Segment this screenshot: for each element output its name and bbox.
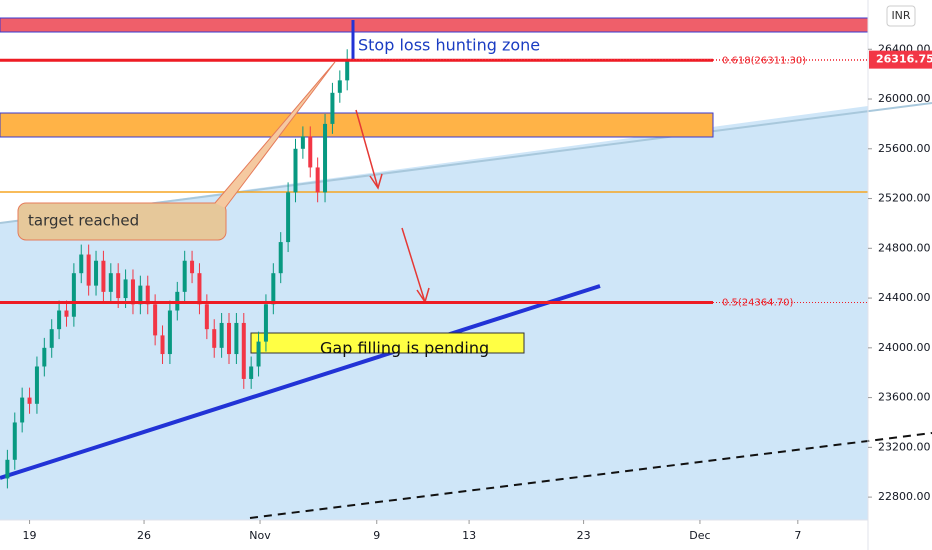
candle-body	[241, 322, 246, 379]
candle-body	[249, 366, 254, 379]
candle-body	[123, 279, 128, 299]
candle-body	[167, 310, 172, 355]
candle-body	[234, 322, 239, 355]
candle-body	[219, 322, 224, 348]
arrow	[355, 109, 383, 190]
candle-body	[79, 254, 84, 274]
candle-body	[86, 254, 91, 286]
candle-body	[300, 136, 305, 149]
candle-body	[330, 92, 335, 124]
x-tick-label: 9	[373, 529, 380, 542]
candle-body	[293, 148, 298, 193]
candle-body	[145, 285, 150, 305]
y-tick-label: 23600.00	[878, 391, 931, 404]
candle-body	[34, 366, 39, 404]
candle-body	[345, 59, 350, 81]
currency: INR	[891, 9, 910, 22]
annotation: Stop loss hunting zone	[358, 36, 540, 55]
candle-body	[337, 80, 342, 93]
candle-body	[12, 422, 17, 460]
callout	[17, 61, 336, 241]
last-price-label: 26316.75	[876, 53, 932, 66]
annotation: target reached	[28, 212, 139, 230]
y-tick-label: 24400.00	[878, 291, 931, 304]
level-label: 0.618(26311.30)	[722, 55, 806, 66]
candle-body	[138, 285, 143, 305]
candle-body	[278, 242, 283, 274]
candle-body	[286, 192, 291, 243]
level-label: 0.5(24364.70)	[722, 297, 794, 308]
y-tick-label: 24800.00	[878, 241, 931, 254]
candle-body	[49, 329, 54, 348]
callout-pointer	[214, 61, 336, 209]
candle-body	[263, 304, 268, 342]
y-tick-label: 25200.00	[878, 192, 931, 205]
candle-body	[204, 304, 209, 330]
currency-badge	[886, 5, 916, 27]
candle-body	[116, 273, 121, 299]
candle-body	[101, 260, 106, 292]
support-line	[0, 284, 601, 480]
x-tick-label: 23	[577, 529, 591, 542]
candle-body	[108, 273, 113, 292]
candle-body	[315, 167, 320, 193]
candle-body	[130, 279, 135, 305]
callout-box	[17, 202, 227, 241]
candle-body	[94, 260, 99, 286]
x-tick-label: Nov	[249, 529, 271, 542]
candle-body	[212, 329, 217, 348]
candle-body	[27, 397, 32, 404]
y-tick-label: 24000.00	[878, 341, 931, 354]
gap-box	[250, 332, 525, 354]
candle-body	[323, 123, 328, 193]
x-tick-label: 19	[23, 529, 37, 542]
supply-zone	[0, 112, 714, 138]
y-tick-label: 25600.00	[878, 142, 931, 155]
candle-body	[153, 304, 158, 336]
y-tick-label: 22800.00	[878, 490, 931, 503]
candle-body	[42, 347, 47, 367]
annotation: Gap filling is pending	[320, 339, 489, 358]
last-price-badge	[869, 50, 932, 69]
candle-body	[227, 322, 232, 355]
candle-body	[256, 341, 261, 367]
x-tick-label: Dec	[689, 529, 710, 542]
candle-body	[5, 459, 10, 479]
candle-body	[271, 273, 276, 305]
candle-body	[308, 136, 313, 168]
candle-body	[20, 397, 25, 423]
candle-body	[182, 260, 187, 292]
dashed-trend	[249, 432, 932, 519]
candle-body	[57, 310, 62, 330]
x-tick-label: 26	[137, 529, 151, 542]
candle-body	[160, 335, 165, 355]
y-tick-label: 23200.00	[878, 440, 931, 453]
x-tick-label: 13	[462, 529, 476, 542]
candle-body	[197, 273, 202, 305]
candle-body	[64, 310, 69, 317]
y-tick-label: 26000.00	[878, 92, 931, 105]
x-tick-label: 7	[794, 529, 801, 542]
candle-body	[190, 260, 195, 274]
stop-zone	[0, 17, 869, 33]
candle-body	[71, 273, 76, 317]
